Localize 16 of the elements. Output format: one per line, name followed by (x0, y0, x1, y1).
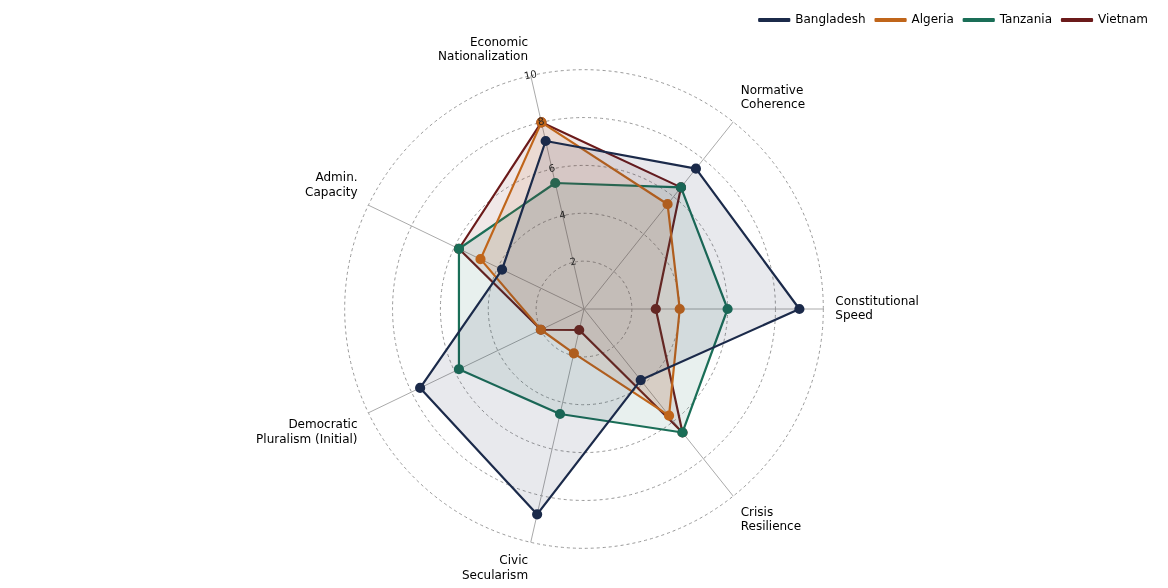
legend-label: Bangladesh (795, 12, 866, 27)
spoke-label: Democratic Pluralism (Initial) (256, 417, 358, 446)
y-tick-label: 10 (523, 68, 538, 82)
legend-label: Vietnam (1097, 12, 1148, 27)
spoke-label: Crisis Resilience (740, 504, 802, 534)
spoke-label: Admin. Capacity (305, 170, 358, 199)
y-tick-label: 8 (536, 115, 546, 128)
y-tick-label: 4 (558, 208, 567, 221)
spoke-label: Economic Nationalization (438, 34, 529, 63)
spoke-label: Constitutional Speed (835, 293, 919, 323)
spoke-label: Civic Secularism (461, 553, 529, 582)
legend-label: Tanzania (998, 12, 1052, 27)
legend-label: Algeria (911, 12, 954, 27)
y-tick-label: 6 (547, 162, 557, 175)
y-tick-label: 2 (568, 255, 578, 268)
spoke-label: Normative Coherence (740, 83, 806, 112)
